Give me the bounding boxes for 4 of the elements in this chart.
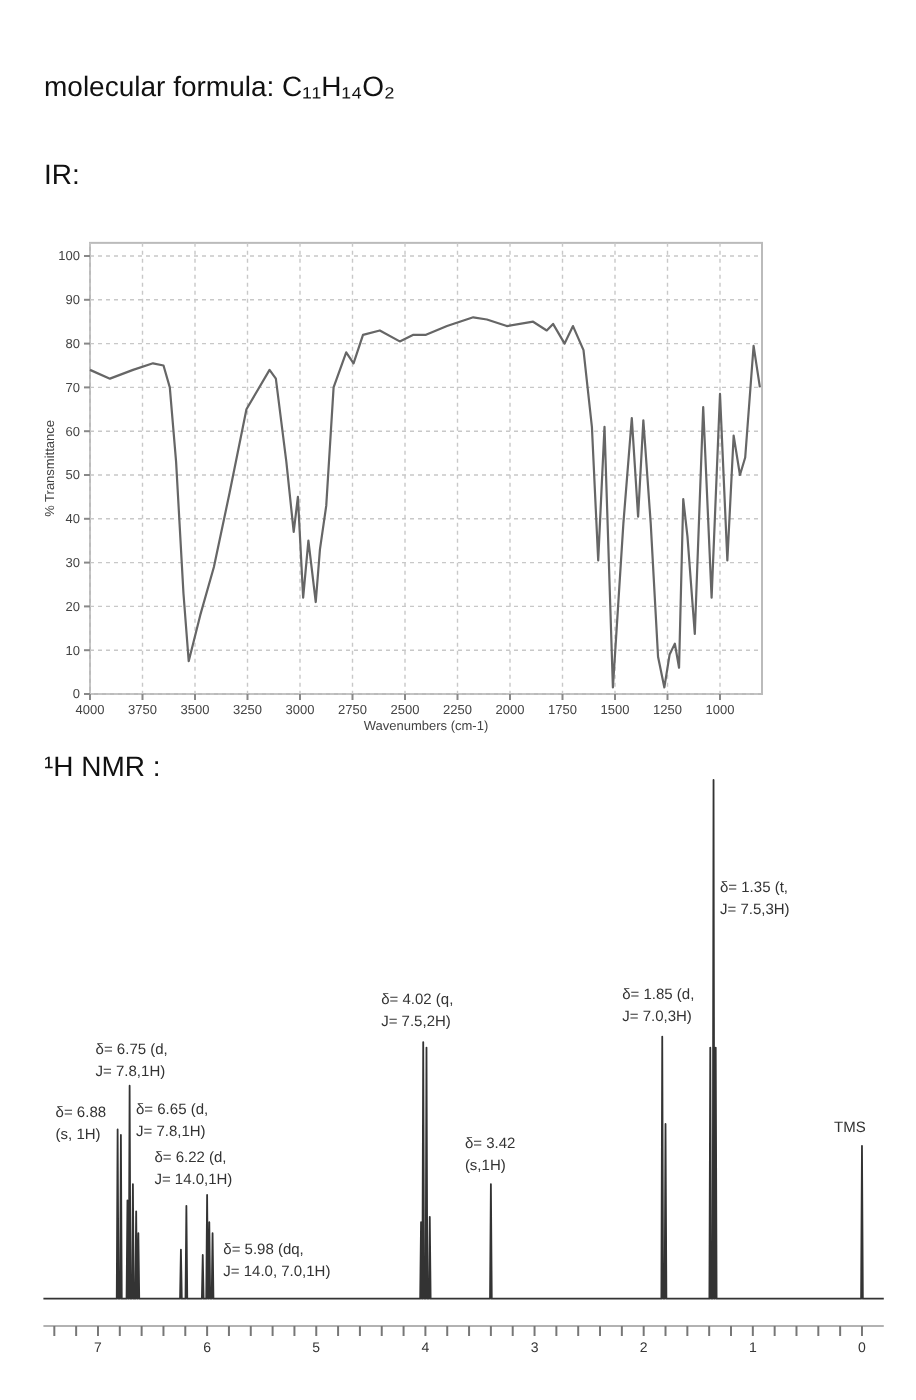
chart-title: ¹H NMR :: [44, 750, 161, 782]
chart-title: molecular formula: C₁₁H₁₄O₂: [44, 70, 395, 102]
chart-subtitle: IR:: [44, 158, 80, 190]
line-series: [88, 316, 761, 689]
